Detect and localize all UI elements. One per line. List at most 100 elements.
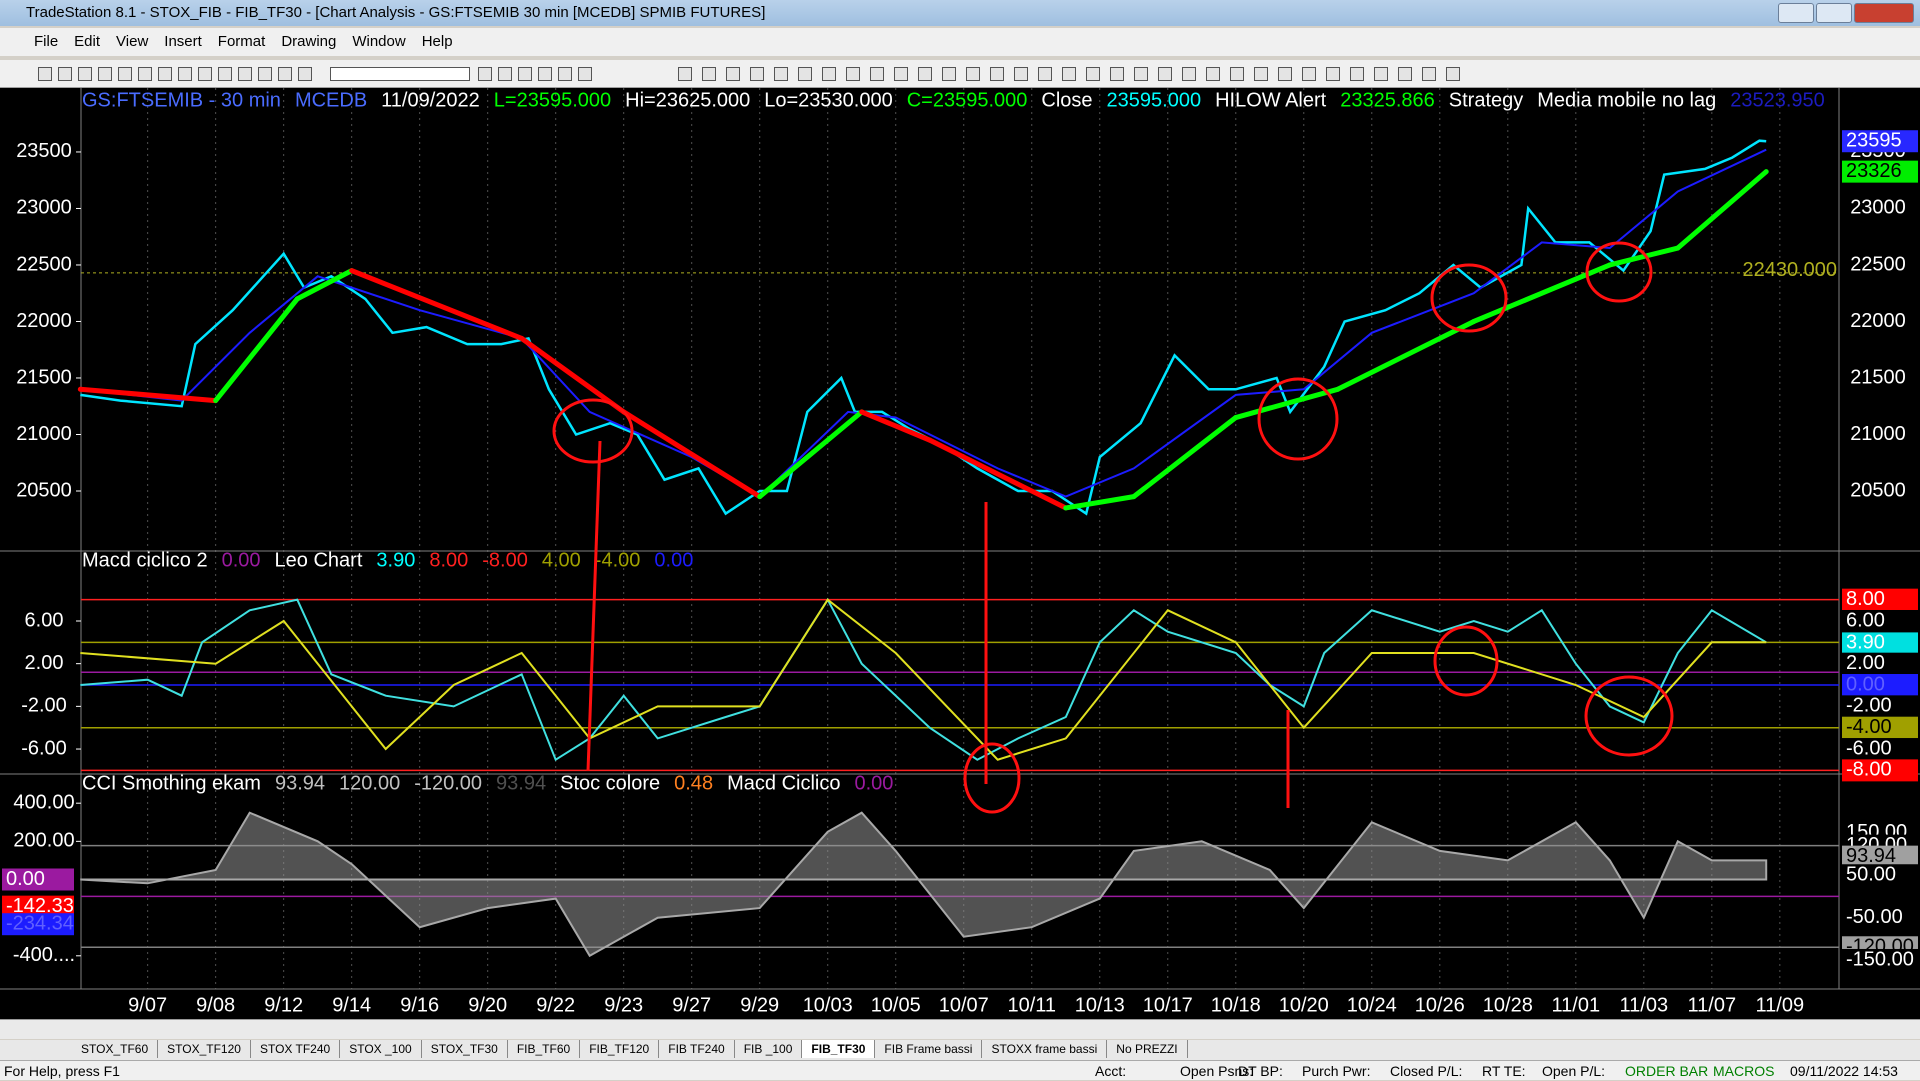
maximize-button[interactable] bbox=[1816, 3, 1852, 23]
tab[interactable]: STOXX frame bassi bbox=[982, 1040, 1108, 1058]
tab[interactable]: STOX_TF60 bbox=[72, 1040, 159, 1058]
menu-item[interactable]: Edit bbox=[74, 33, 101, 50]
tab[interactable]: FIB_TF30 bbox=[802, 1040, 876, 1058]
toolbar-button[interactable] bbox=[1206, 67, 1220, 81]
toolbar-button[interactable] bbox=[1038, 67, 1052, 81]
symbol-dropdown[interactable] bbox=[330, 67, 470, 81]
toolbar-button[interactable] bbox=[98, 67, 112, 81]
menu-item[interactable]: Drawing bbox=[281, 33, 337, 50]
tab[interactable]: No PREZZI bbox=[1107, 1040, 1188, 1058]
toolbar-button[interactable] bbox=[218, 67, 232, 81]
toolbar-button[interactable] bbox=[774, 67, 788, 81]
menu-item[interactable]: Format bbox=[217, 33, 266, 50]
toolbar-button[interactable] bbox=[518, 67, 532, 81]
tab[interactable]: STOX TF240 bbox=[251, 1040, 341, 1058]
toolbar-button[interactable] bbox=[1062, 67, 1076, 81]
toolbar-button[interactable] bbox=[258, 67, 272, 81]
tab[interactable]: FIB_TF120 bbox=[580, 1040, 660, 1058]
minimize-button[interactable] bbox=[1778, 3, 1814, 23]
panel-header-text: -8.00 bbox=[482, 549, 528, 571]
toolbar-button[interactable] bbox=[1254, 67, 1268, 81]
toolbar-button[interactable] bbox=[1350, 67, 1364, 81]
order-bar[interactable]: ORDER BAR bbox=[1625, 1063, 1709, 1079]
toolbar-button[interactable] bbox=[1302, 67, 1316, 81]
menu-item[interactable]: File bbox=[34, 33, 59, 50]
toolbar-button[interactable] bbox=[178, 67, 192, 81]
toolbar-button[interactable] bbox=[1014, 67, 1028, 81]
toolbar-button[interactable] bbox=[38, 67, 52, 81]
tab[interactable]: FIB TF240 bbox=[659, 1040, 735, 1058]
panel-header-text: 0.00 bbox=[222, 549, 261, 571]
tab[interactable]: STOX _100 bbox=[340, 1040, 422, 1058]
close-button[interactable] bbox=[1854, 3, 1914, 23]
toolbar-button[interactable] bbox=[498, 67, 512, 81]
toolbar-button[interactable] bbox=[1278, 67, 1292, 81]
indicator-segment bbox=[621, 409, 763, 500]
panel-header-text: 23595.000 bbox=[1107, 89, 1202, 111]
tab[interactable]: FIB_TF60 bbox=[508, 1040, 581, 1058]
toolbar-button[interactable] bbox=[1110, 67, 1124, 81]
toolbar-button[interactable] bbox=[78, 67, 92, 81]
value-box bbox=[2, 895, 74, 918]
y-tick-label: 22500 bbox=[1850, 253, 1906, 275]
toolbar-button[interactable] bbox=[1230, 67, 1244, 81]
toolbar-button[interactable] bbox=[118, 67, 132, 81]
tab[interactable]: FIB Frame bassi bbox=[875, 1040, 983, 1058]
tab[interactable]: STOX_TF120 bbox=[158, 1040, 251, 1058]
toolbar-button[interactable] bbox=[158, 67, 172, 81]
toolbar-button[interactable] bbox=[1182, 67, 1196, 81]
toolbar-button[interactable] bbox=[798, 67, 812, 81]
value-box bbox=[1842, 674, 1918, 697]
x-tick-label: 11/03 bbox=[1620, 994, 1669, 1016]
toolbar-button[interactable] bbox=[1422, 67, 1436, 81]
toolbar-button[interactable] bbox=[822, 67, 836, 81]
toolbar-button[interactable] bbox=[538, 67, 552, 81]
menu-item[interactable]: Help bbox=[421, 33, 453, 50]
toolbar-button[interactable] bbox=[870, 67, 884, 81]
toolbar-button[interactable] bbox=[558, 67, 572, 81]
x-tick-label: 10/11 bbox=[1007, 994, 1056, 1016]
toolbar-button[interactable] bbox=[750, 67, 764, 81]
horizontal-scrollbar[interactable] bbox=[0, 1019, 1920, 1039]
value-box-label: 23595 bbox=[1846, 130, 1902, 152]
toolbar-button[interactable] bbox=[918, 67, 932, 81]
toolbar-button[interactable] bbox=[894, 67, 908, 81]
menu-item[interactable]: Window bbox=[352, 33, 406, 50]
panel-header-text: 0.48 bbox=[674, 772, 713, 794]
menu-item[interactable]: View bbox=[116, 33, 149, 50]
toolbar-button[interactable] bbox=[990, 67, 1004, 81]
toolbar-button[interactable] bbox=[726, 67, 740, 81]
toolbar-button[interactable] bbox=[1374, 67, 1388, 81]
toolbar-button[interactable] bbox=[1158, 67, 1172, 81]
toolbar-button[interactable] bbox=[478, 67, 492, 81]
toolbar-button[interactable] bbox=[702, 67, 716, 81]
toolbar-button[interactable] bbox=[238, 67, 252, 81]
toolbar-button[interactable] bbox=[1326, 67, 1340, 81]
macros[interactable]: MACROS bbox=[1713, 1063, 1775, 1079]
toolbar-button[interactable] bbox=[1134, 67, 1148, 81]
toolbar-button[interactable] bbox=[1086, 67, 1100, 81]
value-box-label: -142.33 bbox=[6, 895, 74, 917]
toolbar-button[interactable] bbox=[1398, 67, 1412, 81]
indicator-segment bbox=[927, 437, 1069, 511]
toolbar-button[interactable] bbox=[678, 67, 692, 81]
tab[interactable]: STOX_TF30 bbox=[422, 1040, 508, 1058]
menu-item[interactable]: Insert bbox=[164, 33, 202, 50]
status-field: Acct: bbox=[1095, 1063, 1127, 1079]
tab[interactable]: FIB _100 bbox=[735, 1040, 803, 1058]
toolbar-button[interactable] bbox=[298, 67, 312, 81]
area bbox=[80, 811, 1768, 958]
value-box bbox=[1842, 759, 1918, 782]
toolbar-button[interactable] bbox=[1446, 67, 1460, 81]
x-tick-label: 10/26 bbox=[1415, 994, 1465, 1016]
toolbar-button[interactable] bbox=[278, 67, 292, 81]
toolbar-button[interactable] bbox=[966, 67, 980, 81]
toolbar-button[interactable] bbox=[198, 67, 212, 81]
x-tick-label: 11/01 bbox=[1552, 994, 1601, 1016]
toolbar-button[interactable] bbox=[942, 67, 956, 81]
toolbar-button[interactable] bbox=[578, 67, 592, 81]
toolbar-button[interactable] bbox=[58, 67, 72, 81]
y-tick-label: 2.00 bbox=[25, 652, 64, 674]
toolbar-button[interactable] bbox=[138, 67, 152, 81]
toolbar-button[interactable] bbox=[846, 67, 860, 81]
